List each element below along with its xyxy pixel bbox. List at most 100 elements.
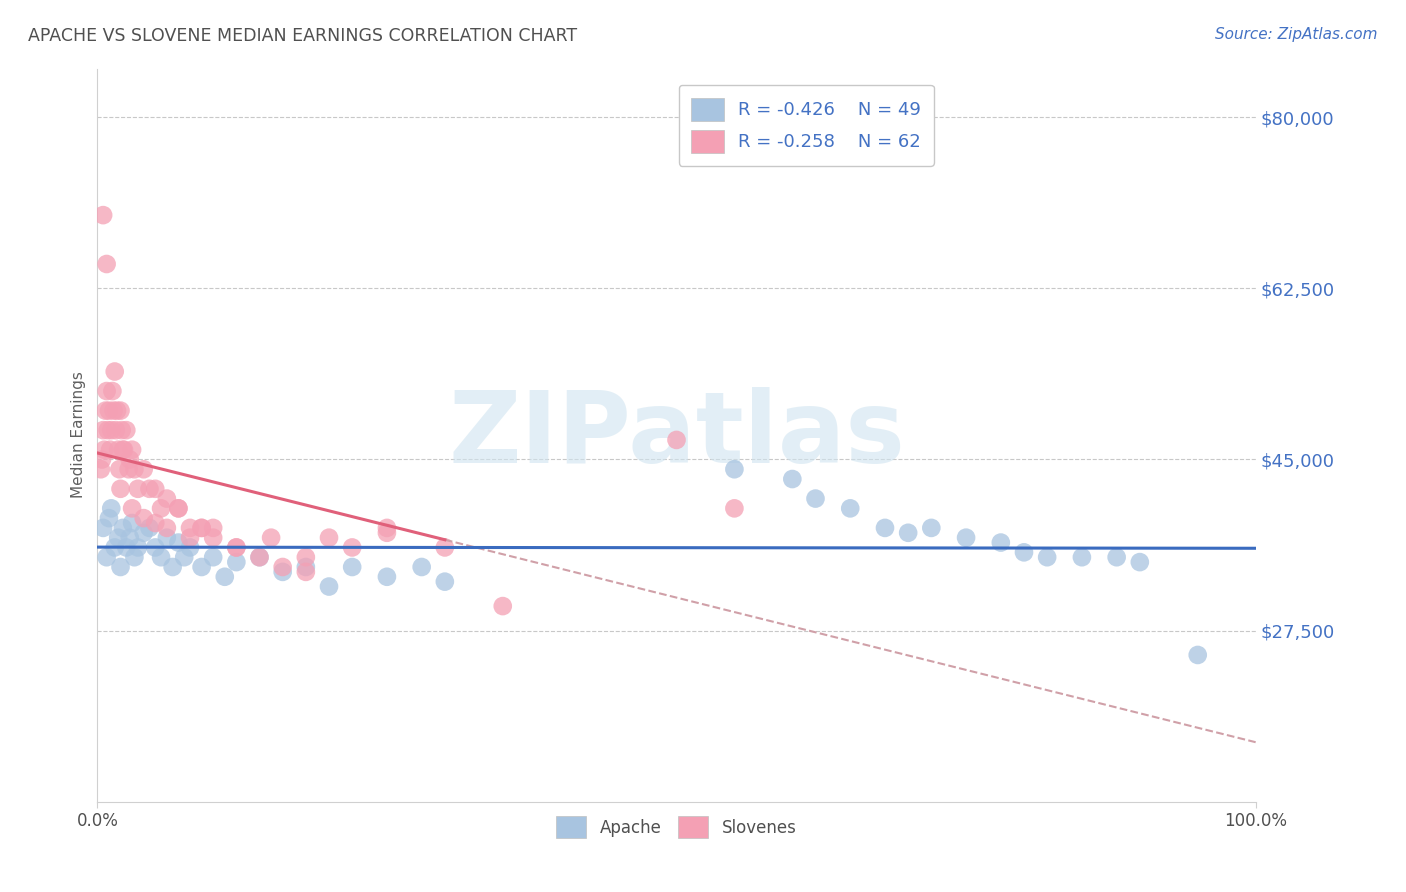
Point	[873, 521, 896, 535]
Point	[179, 531, 201, 545]
Point	[156, 491, 179, 506]
Point	[143, 541, 166, 555]
Point	[118, 452, 141, 467]
Point	[839, 501, 862, 516]
Point	[132, 462, 155, 476]
Point	[225, 541, 247, 555]
Text: APACHE VS SLOVENE MEDIAN EARNINGS CORRELATION CHART: APACHE VS SLOVENE MEDIAN EARNINGS CORREL…	[28, 27, 578, 45]
Point	[104, 364, 127, 378]
Point	[97, 423, 120, 437]
Point	[156, 521, 179, 535]
Point	[90, 462, 112, 476]
Point	[1129, 555, 1152, 569]
Point	[1187, 648, 1209, 662]
Point	[375, 525, 398, 540]
Point	[107, 442, 129, 457]
Point	[1012, 545, 1035, 559]
Point	[97, 511, 120, 525]
Point	[143, 482, 166, 496]
Point	[260, 531, 283, 545]
Point	[127, 482, 149, 496]
Point	[101, 384, 124, 398]
Point	[955, 531, 977, 545]
Point	[98, 442, 121, 457]
Point	[214, 570, 236, 584]
Point	[225, 555, 247, 569]
Point	[100, 423, 122, 437]
Point	[124, 550, 146, 565]
Point	[111, 442, 134, 457]
Point	[91, 521, 114, 535]
Point	[179, 521, 201, 535]
Point	[167, 501, 190, 516]
Point	[249, 550, 271, 565]
Point	[804, 491, 827, 506]
Text: Source: ZipAtlas.com: Source: ZipAtlas.com	[1215, 27, 1378, 42]
Point	[150, 550, 173, 565]
Point	[100, 501, 122, 516]
Point	[150, 501, 173, 516]
Point	[132, 525, 155, 540]
Point	[121, 516, 143, 530]
Point	[897, 525, 920, 540]
Point	[202, 550, 225, 565]
Point	[782, 472, 804, 486]
Point	[190, 521, 212, 535]
Point	[665, 433, 688, 447]
Point	[117, 462, 139, 476]
Point	[340, 560, 363, 574]
Point	[124, 462, 146, 476]
Point	[167, 501, 190, 516]
Point	[107, 531, 129, 545]
Point	[115, 423, 138, 437]
Point	[295, 565, 318, 579]
Point	[249, 550, 271, 565]
Point	[920, 521, 942, 535]
Point	[162, 560, 184, 574]
Point	[105, 403, 128, 417]
Point	[295, 560, 318, 574]
Point	[340, 541, 363, 555]
Point	[723, 501, 745, 516]
Point	[112, 442, 135, 457]
Point	[1070, 550, 1092, 565]
Point	[225, 541, 247, 555]
Point	[111, 521, 134, 535]
Point	[127, 541, 149, 555]
Point	[433, 541, 456, 555]
Point	[115, 541, 138, 555]
Y-axis label: Median Earnings: Median Earnings	[72, 372, 86, 499]
Point	[96, 384, 118, 398]
Point	[108, 462, 131, 476]
Point	[118, 531, 141, 545]
Point	[104, 541, 127, 555]
Point	[96, 257, 118, 271]
Point	[91, 423, 114, 437]
Point	[110, 403, 132, 417]
Point	[111, 423, 134, 437]
Point	[91, 208, 114, 222]
Point	[411, 560, 433, 574]
Point	[295, 550, 318, 565]
Point	[271, 560, 294, 574]
Point	[97, 403, 120, 417]
Point	[94, 403, 117, 417]
Point	[179, 541, 201, 555]
Point	[110, 482, 132, 496]
Point	[143, 516, 166, 530]
Point	[121, 501, 143, 516]
Point	[103, 403, 125, 417]
Point	[132, 511, 155, 525]
Point	[156, 531, 179, 545]
Point	[138, 521, 160, 535]
Point	[138, 482, 160, 496]
Point	[723, 462, 745, 476]
Point	[271, 565, 294, 579]
Point	[167, 535, 190, 549]
Point	[375, 570, 398, 584]
Point	[121, 442, 143, 457]
Legend: Apache, Slovenes: Apache, Slovenes	[550, 810, 803, 845]
Point	[202, 531, 225, 545]
Point	[96, 550, 118, 565]
Point	[110, 560, 132, 574]
